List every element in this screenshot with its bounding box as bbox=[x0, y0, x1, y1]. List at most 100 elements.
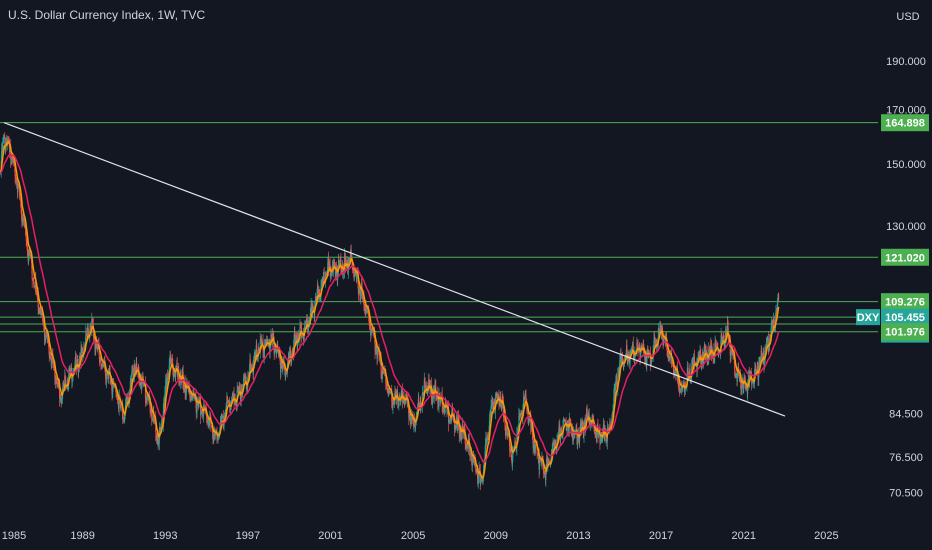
candle-body bbox=[392, 399, 394, 408]
candle-body bbox=[42, 316, 44, 322]
candle-body bbox=[600, 435, 602, 440]
candle-body bbox=[377, 349, 379, 353]
level-price-tag bbox=[881, 293, 929, 311]
candle-body bbox=[501, 403, 503, 409]
candle-body bbox=[63, 383, 65, 388]
candle-body bbox=[599, 442, 601, 443]
candle-body bbox=[75, 355, 77, 360]
candle-body bbox=[312, 305, 314, 309]
candle-body bbox=[43, 325, 45, 338]
candle-body bbox=[516, 435, 518, 448]
candle-body bbox=[185, 387, 187, 395]
candle-body bbox=[11, 160, 13, 163]
candle-body bbox=[580, 423, 582, 425]
candle-body bbox=[679, 389, 681, 392]
candle-body bbox=[325, 273, 327, 276]
candle-body bbox=[113, 383, 115, 387]
candle-body bbox=[240, 390, 242, 400]
candle-body bbox=[672, 364, 674, 366]
candle-body bbox=[597, 435, 599, 437]
candle-body bbox=[620, 360, 622, 361]
candle-body bbox=[649, 353, 651, 364]
candle-body bbox=[497, 395, 499, 401]
candle-body bbox=[277, 351, 279, 355]
candle-body bbox=[31, 259, 33, 268]
candle-body bbox=[138, 372, 140, 380]
candle-body bbox=[634, 352, 636, 361]
candle-body bbox=[521, 412, 523, 415]
candle-body bbox=[589, 421, 591, 427]
candle-body bbox=[223, 415, 225, 421]
candle-body bbox=[225, 407, 227, 414]
candle-body bbox=[574, 432, 576, 436]
candle-body bbox=[646, 357, 648, 366]
candle-body bbox=[411, 413, 413, 420]
candle-body bbox=[632, 343, 634, 354]
candle-body bbox=[418, 398, 420, 404]
candle-body bbox=[658, 330, 660, 331]
candle-body bbox=[173, 373, 175, 377]
candle-body bbox=[533, 442, 535, 449]
candle-body bbox=[57, 383, 59, 386]
candle-body bbox=[54, 367, 56, 378]
candle-body bbox=[660, 324, 662, 328]
candle-body bbox=[198, 404, 200, 406]
candle-body bbox=[49, 354, 51, 355]
candle-body bbox=[360, 290, 362, 292]
candle-body bbox=[701, 359, 703, 366]
candle-body bbox=[263, 351, 265, 358]
candle-body bbox=[72, 377, 74, 378]
candle-body bbox=[466, 444, 468, 446]
candle-body bbox=[305, 322, 307, 324]
candle-body bbox=[129, 390, 131, 394]
candle-body bbox=[249, 359, 251, 365]
candle-body bbox=[291, 354, 293, 357]
candle-body bbox=[517, 428, 519, 433]
candle-body bbox=[603, 423, 605, 427]
candle-body bbox=[604, 430, 606, 434]
candle-body bbox=[196, 403, 198, 412]
candle-body bbox=[417, 407, 419, 413]
candle-body bbox=[611, 418, 613, 424]
candle-body bbox=[104, 366, 106, 373]
candle-body bbox=[149, 404, 151, 412]
x-tick-label: 2025 bbox=[814, 530, 838, 542]
candle-body bbox=[575, 426, 577, 430]
candle-body bbox=[518, 415, 520, 428]
candle-body bbox=[605, 433, 607, 442]
x-tick-label: 1993 bbox=[153, 530, 177, 542]
candle-body bbox=[206, 418, 208, 423]
candle-body bbox=[297, 337, 299, 342]
candle-body bbox=[26, 240, 28, 243]
candle-body bbox=[253, 362, 255, 364]
candle-body bbox=[515, 443, 517, 446]
candle-body bbox=[461, 431, 463, 439]
candle-body bbox=[493, 401, 495, 403]
candle-body bbox=[617, 375, 619, 388]
candle-body bbox=[765, 347, 767, 350]
candle-body bbox=[7, 138, 9, 143]
candle-body bbox=[301, 334, 303, 337]
x-tick-label: 1997 bbox=[236, 530, 260, 542]
candle-body bbox=[601, 438, 603, 440]
candle-body bbox=[556, 447, 558, 451]
candle-body bbox=[446, 410, 448, 412]
candle-body bbox=[409, 416, 411, 424]
candle-body bbox=[91, 319, 93, 329]
level-price-label: 109.276 bbox=[885, 297, 925, 309]
candle-body bbox=[582, 423, 584, 427]
candle-body bbox=[155, 431, 157, 437]
candle-body bbox=[526, 402, 528, 410]
candle-body bbox=[698, 353, 700, 356]
candle-body bbox=[623, 363, 625, 368]
candle-body bbox=[214, 432, 216, 437]
candle-body bbox=[693, 355, 695, 364]
candle-body bbox=[654, 344, 656, 346]
candle-body bbox=[5, 142, 7, 143]
candle-body bbox=[40, 312, 42, 315]
candle-body bbox=[613, 396, 615, 408]
candle-body bbox=[762, 352, 764, 360]
candle-body bbox=[200, 412, 202, 416]
candle-body bbox=[295, 339, 297, 343]
